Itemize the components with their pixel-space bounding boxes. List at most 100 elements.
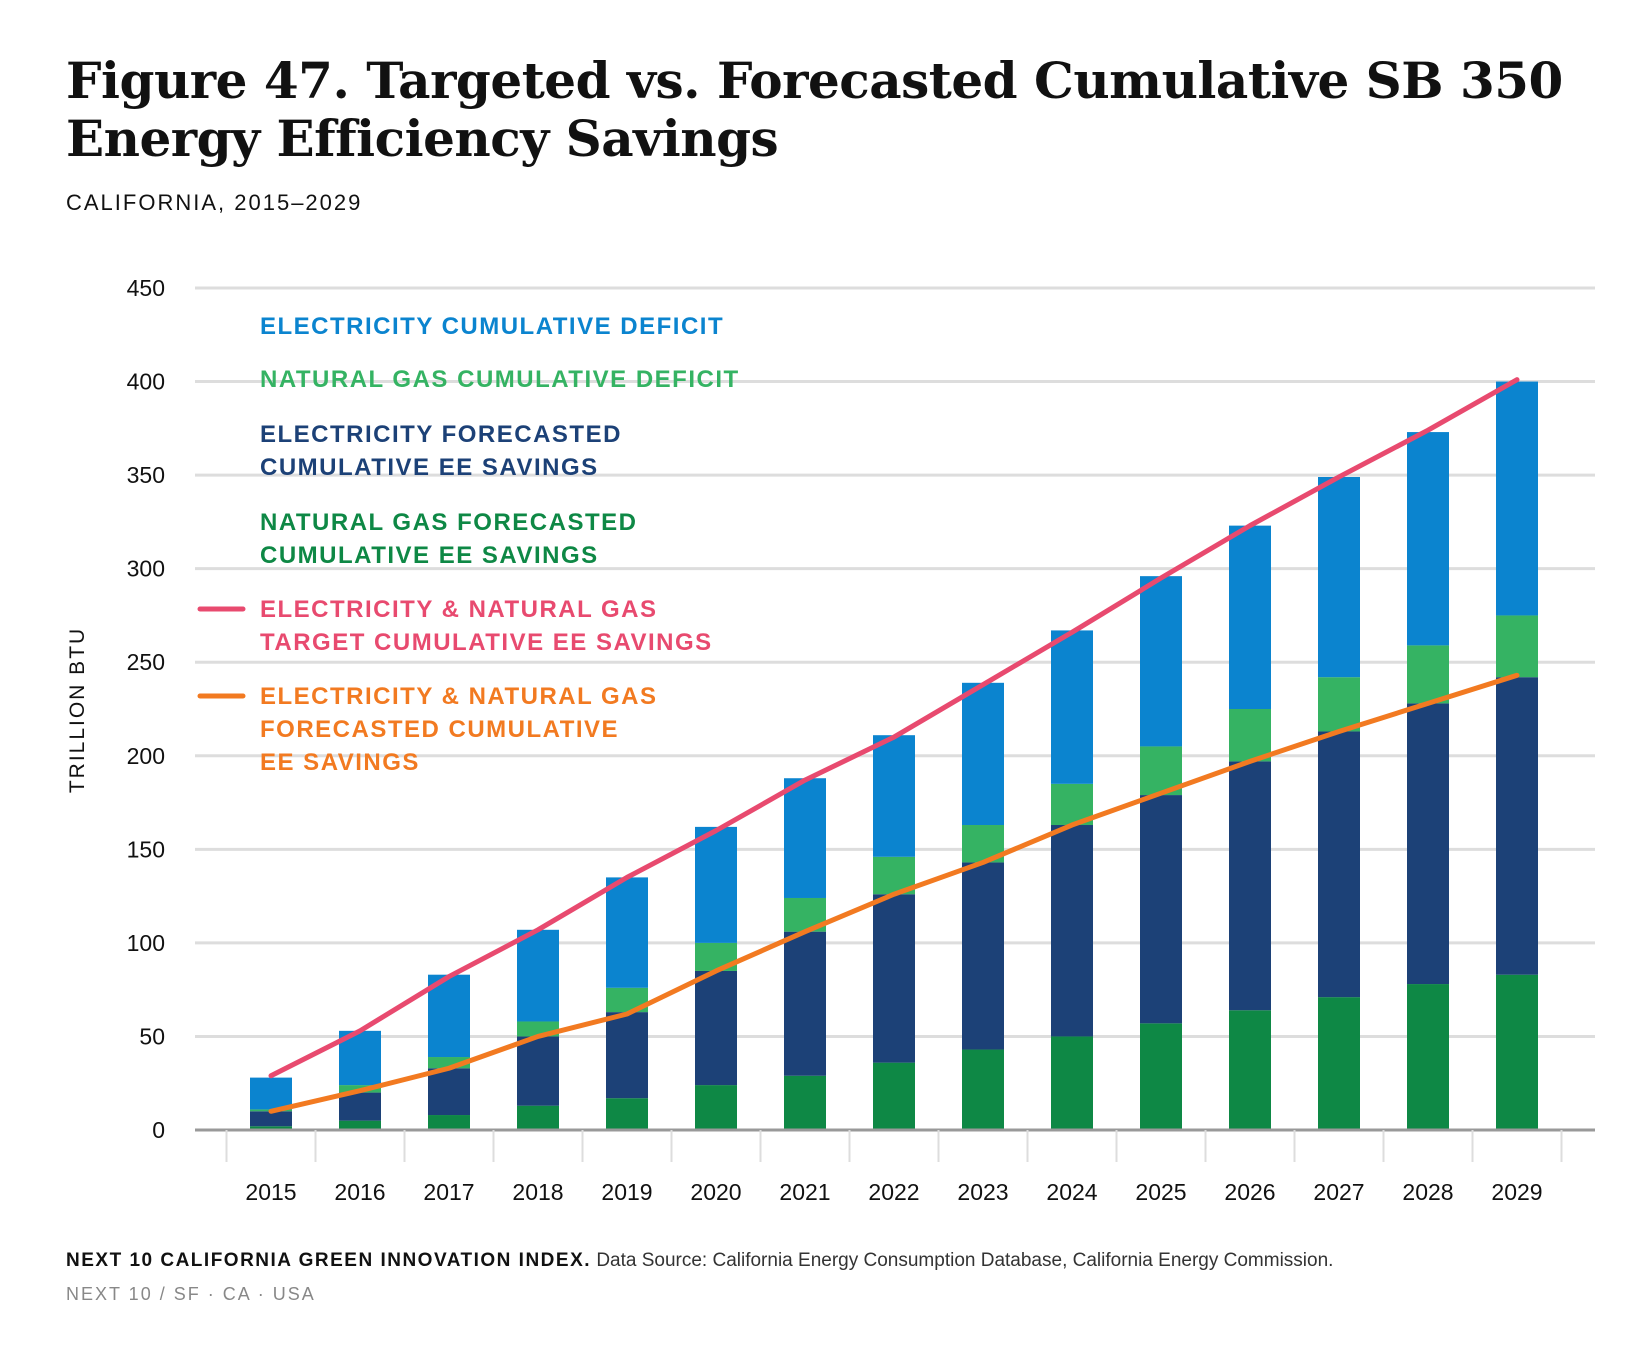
y-tick-label-200: 200 — [127, 743, 165, 769]
bar-elec-forecast-2024 — [1051, 825, 1093, 1037]
legend-item-elec-forecast: ELECTRICITY FORECASTED CUMULATIVE EE SAVI… — [260, 421, 622, 481]
footer-data-source: Data Source: California Energy Consumpti… — [596, 1250, 1334, 1271]
legend-label-line: FORECASTED CUMULATIVE — [260, 716, 619, 743]
line-target-line — [268, 377, 1520, 1079]
bar-gas-forecast-2023 — [962, 1049, 1004, 1130]
bar-elec-deficit-2026 — [1229, 525, 1271, 709]
bar-gas-deficit-2028 — [1407, 645, 1449, 704]
bar-elec-forecast-2018 — [517, 1036, 559, 1106]
legend-label-line: EE SAVINGS — [260, 749, 420, 776]
x-tick-label-2017: 2017 — [423, 1179, 474, 1205]
bar-elec-deficit-2022 — [873, 735, 915, 857]
bar-gas-forecast-2024 — [1051, 1036, 1093, 1130]
line-series — [268, 377, 1520, 1114]
y-tick-label-100: 100 — [127, 930, 165, 956]
legend-item-elec-deficit: ELECTRICITY CUMULATIVE DEFICIT — [260, 313, 724, 340]
x-tick-label-2028: 2028 — [1402, 1179, 1453, 1205]
y-tick-label-450: 450 — [127, 275, 165, 301]
legend-label-line: ELECTRICITY FORECASTED — [260, 421, 622, 448]
bar-elec-forecast-2023 — [962, 862, 1004, 1050]
bar-gas-forecast-2020 — [695, 1085, 737, 1130]
axes: 0 50 100 150 200 250 300 350 400 450 TRILLION BTU 2… — [66, 275, 1595, 1205]
footer-org: NEXT 10 CALIFORNIA GREEN INNOVATION INDE… — [66, 1250, 592, 1271]
bar-elec-forecast-2019 — [606, 1012, 648, 1099]
legend-item-forecast-line: ELECTRICITY & NATURAL GAS FORECASTED CUMU… — [197, 683, 658, 776]
legend-label-line: NATURAL GAS CUMULATIVE DEFICIT — [260, 366, 740, 393]
bar-elec-forecast-2028 — [1407, 703, 1449, 985]
chart-title-line-2: Energy Efficiency Savings — [66, 109, 779, 168]
y-tick-label-150: 150 — [127, 836, 165, 862]
legend-label-line: TARGET CUMULATIVE EE SAVINGS — [260, 629, 713, 656]
y-tick-label-250: 250 — [127, 649, 165, 675]
bar-elec-deficit-2028 — [1407, 432, 1449, 646]
x-tick-label-2015: 2015 — [245, 1179, 296, 1205]
bar-elec-forecast-2022 — [873, 894, 915, 1063]
legend-label-line: ELECTRICITY & NATURAL GAS — [260, 683, 658, 710]
bar-gas-forecast-2018 — [517, 1105, 559, 1130]
bar-elec-deficit-2027 — [1318, 476, 1360, 678]
x-tick-label-2023: 2023 — [957, 1179, 1008, 1205]
x-tick-label-2018: 2018 — [512, 1179, 563, 1205]
bar-gas-forecast-2027 — [1318, 997, 1360, 1130]
legend: ELECTRICITY CUMULATIVE DEFICIT NATURAL GA… — [197, 313, 740, 776]
bar-elec-forecast-2020 — [695, 970, 737, 1086]
footer-credit: NEXT 10 / SF · CA · USA — [66, 1284, 316, 1304]
bar-elec-forecast-2026 — [1229, 761, 1271, 1011]
y-tick-label-350: 350 — [127, 462, 165, 488]
bar-elec-deficit-2019 — [606, 877, 648, 988]
bar-gas-forecast-2017 — [428, 1115, 470, 1130]
bar-elec-deficit-2018 — [517, 929, 559, 1022]
bar-gas-forecast-2015 — [250, 1126, 292, 1130]
bar-gas-forecast-2029 — [1496, 974, 1538, 1130]
bar-series — [250, 381, 1538, 1130]
bar-gas-deficit-2027 — [1318, 677, 1360, 732]
stacked-bar-chart: 0 50 100 150 200 250 300 350 400 450 TRILLION BTU 2… — [66, 275, 1595, 1205]
x-tick-label-2021: 2021 — [779, 1179, 830, 1205]
bar-gas-forecast-2022 — [873, 1062, 915, 1130]
bar-gas-deficit-2017 — [428, 1057, 470, 1069]
legend-item-target-line: ELECTRICITY & NATURAL GAS TARGET CUMULATI… — [197, 596, 713, 656]
bar-gas-forecast-2016 — [339, 1120, 381, 1130]
y-tick-label-0: 0 — [152, 1117, 165, 1143]
legend-label-line: CUMULATIVE EE SAVINGS — [260, 542, 599, 569]
bar-gas-forecast-2025 — [1140, 1023, 1182, 1130]
bar-gas-forecast-2026 — [1229, 1010, 1271, 1130]
y-axis-label: TRILLION BTU — [66, 627, 89, 793]
bar-elec-forecast-2021 — [784, 931, 826, 1076]
chart-title-line-1: Figure 47. Targeted vs. Forecasted Cumul… — [66, 51, 1563, 110]
legend-item-gas-forecast: NATURAL GAS FORECASTED CUMULATIVE EE SAVI… — [260, 509, 637, 569]
bar-elec-deficit-2029 — [1496, 381, 1538, 616]
bar-elec-forecast-2017 — [428, 1068, 470, 1116]
bar-elec-deficit-2024 — [1051, 630, 1093, 784]
legend-label-line: CUMULATIVE EE SAVINGS — [260, 454, 599, 481]
legend-label-line: ELECTRICITY & NATURAL GAS — [260, 596, 658, 623]
bar-elec-deficit-2025 — [1140, 576, 1182, 747]
y-tick-label-300: 300 — [127, 556, 165, 582]
legend-label-line: ELECTRICITY CUMULATIVE DEFICIT — [260, 313, 724, 340]
chart-subtitle: CALIFORNIA, 2015–2029 — [66, 190, 363, 215]
x-tick-label-2027: 2027 — [1313, 1179, 1364, 1205]
chart-title: Figure 47. Targeted vs. Forecasted Cumul… — [66, 52, 1586, 168]
bar-gas-deficit-2026 — [1229, 709, 1271, 762]
bar-elec-forecast-2025 — [1140, 795, 1182, 1024]
bar-elec-deficit-2020 — [695, 826, 737, 943]
x-tick-label-2025: 2025 — [1135, 1179, 1186, 1205]
line-forecast-line — [268, 672, 1520, 1114]
y-tick-label-50: 50 — [139, 1023, 165, 1049]
legend-item-gas-deficit: NATURAL GAS CUMULATIVE DEFICIT — [260, 366, 740, 393]
bar-elec-deficit-2015 — [250, 1077, 292, 1110]
bar-elec-deficit-2021 — [784, 778, 826, 898]
x-tick-label-2022: 2022 — [868, 1179, 919, 1205]
bar-elec-forecast-2016 — [339, 1092, 381, 1121]
x-tick-label-2029: 2029 — [1491, 1179, 1542, 1205]
bar-gas-deficit-2029 — [1496, 615, 1538, 678]
legend-label-line: NATURAL GAS FORECASTED — [260, 509, 637, 536]
bar-elec-forecast-2027 — [1318, 731, 1360, 998]
bar-elec-forecast-2029 — [1496, 677, 1538, 975]
bar-gas-forecast-2019 — [606, 1098, 648, 1130]
y-tick-label-400: 400 — [127, 369, 165, 395]
bar-elec-deficit-2023 — [962, 682, 1004, 826]
bar-gas-forecast-2021 — [784, 1075, 826, 1130]
x-tick-label-2016: 2016 — [334, 1179, 385, 1205]
bar-gas-forecast-2028 — [1407, 984, 1449, 1130]
